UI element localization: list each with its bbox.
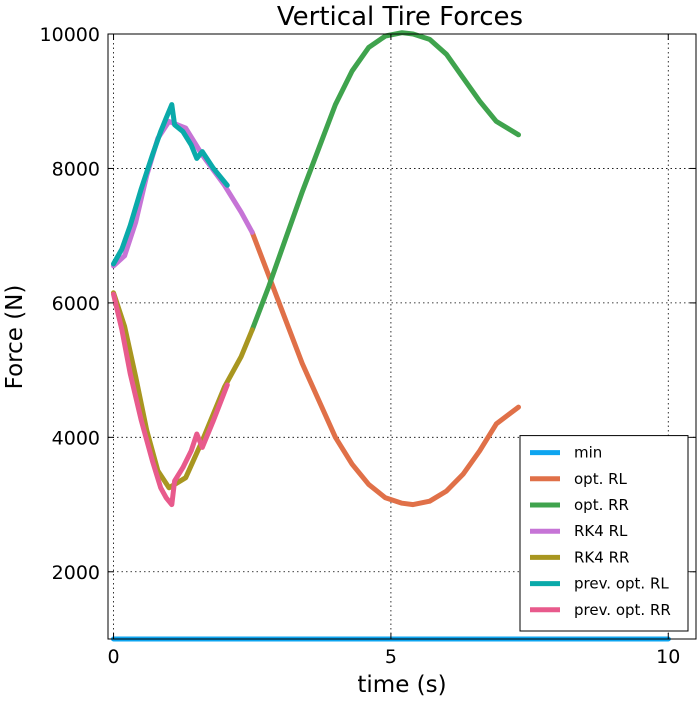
legend-label-opt-rl: opt. RL xyxy=(574,470,628,488)
x-tick-label: 0 xyxy=(108,646,120,668)
legend-label-rk4-rr: RK4 RR xyxy=(574,548,629,566)
y-axis-label: Force (N) xyxy=(2,285,28,390)
legend-label-prev-opt-rr: prev. opt. RR xyxy=(574,601,671,619)
legend-label-prev-opt-rl: prev. opt. RL xyxy=(574,575,669,593)
legend-label-opt-rr: opt. RR xyxy=(574,496,629,514)
legend-label-min: min xyxy=(574,444,602,462)
plot-frame xyxy=(107,33,697,640)
legend-label-rk4-rl: RK4 RL xyxy=(574,522,628,540)
x-tick-label: 10 xyxy=(656,646,680,668)
x-tick-label: 5 xyxy=(385,646,397,668)
legend: min opt. RL opt. RR RK4 RL RK4 RR prev. opt. … xyxy=(519,435,689,632)
y-tick-label: 10000 xyxy=(40,24,100,46)
y-tick-label: 2000 xyxy=(52,562,100,584)
series-line-rk4-rr xyxy=(111,290,255,491)
y-tick-label: 4000 xyxy=(52,427,100,449)
series-line-rk4-rl xyxy=(111,118,255,269)
series-line-opt-rl xyxy=(249,229,521,508)
axis-ticks: 0 5 10 2000 4000 6000 8000 10000 xyxy=(40,24,696,668)
y-tick-label: 8000 xyxy=(52,158,100,180)
series-line-prev-opt-rr xyxy=(111,291,230,508)
x-axis-label: time (s) xyxy=(357,672,446,698)
chart-title: Vertical Tire Forces xyxy=(277,2,523,32)
series-line-prev-opt-rl xyxy=(111,102,230,267)
series-line-opt-rr xyxy=(249,30,521,333)
y-tick-label: 6000 xyxy=(52,293,100,315)
